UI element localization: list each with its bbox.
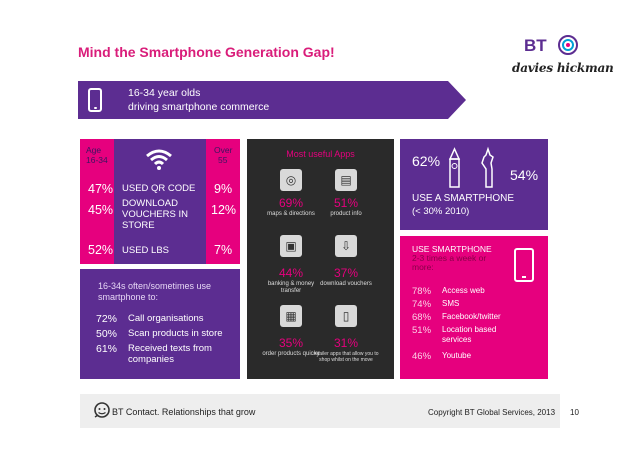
usage-row: 74% SMS (412, 299, 459, 310)
download-icon: ⇩ (335, 235, 357, 257)
app-pct: 44% (278, 266, 304, 280)
usage-heading: USE SMARTPHONE (412, 244, 492, 254)
lbs-old-value: 7% (214, 243, 233, 257)
app-desc: download vouchers (320, 281, 372, 287)
usage-text: Facebook/twitter (442, 312, 501, 321)
banner-line-1: 16-34 year olds (128, 87, 201, 99)
app-desc: order products quicky (262, 351, 320, 357)
age-label: Age (86, 145, 102, 155)
over-age: 55 (218, 155, 228, 165)
money-icon: ▣ (280, 235, 302, 257)
bt-logo: BT (524, 34, 580, 56)
phone-app-icon: ▯ (335, 305, 357, 327)
age-range: 16-34 (86, 155, 108, 165)
page-title: Mind the Smartphone Generation Gap! (78, 44, 335, 60)
davies-hickman-logo: davies hickman (512, 61, 614, 75)
voucher-label: DOWNLOAD VOUCHERS IN STORE (122, 198, 188, 231)
footer-tagline: BT Contact. Relationships that grow (112, 407, 256, 417)
app-pct: 69% (278, 196, 304, 210)
qr-old-value: 9% (214, 182, 233, 196)
qr-comparison-panel: Age 16-34 Over 55 47% USED QR CODE 9% 45… (80, 139, 240, 264)
usage-text: Youtube (442, 351, 472, 360)
uses-text: Received texts from companies (128, 343, 212, 365)
app-pct: 31% (333, 336, 359, 350)
voucher-young-value: 45% (88, 203, 114, 217)
uses-value: 61% (96, 343, 118, 355)
uses-panel: 16-34s often/sometimes use smartphone to… (80, 269, 240, 379)
usage-row: 46% Youtube (412, 351, 471, 362)
app-pct: 35% (278, 336, 304, 350)
uses-text: Scan products in store (128, 328, 223, 339)
usage-value: 78% (412, 286, 432, 297)
app-desc: product info (330, 211, 362, 217)
use-smartphone-label: USE A SMARTPHONE (412, 193, 515, 204)
banner-text: 16-34 year olds driving smartphone comme… (128, 86, 269, 114)
page-number: 10 (570, 408, 579, 417)
uses-row: 61% Received texts from companies (96, 343, 218, 365)
usage-text: Access web (442, 286, 485, 295)
smartphone-icon (88, 88, 102, 112)
use-smartphone-sub: (< 30% 2010) (412, 206, 470, 217)
uses-heading: 16-34s often/sometimes use smartphone to… (98, 281, 212, 302)
usage-subheading: 2-3 times a week or more: (412, 253, 487, 272)
old-column (206, 139, 240, 264)
old-pct: 54% (510, 167, 539, 183)
lbs-young-value: 52% (88, 243, 114, 257)
over-label: Over (214, 145, 233, 155)
document-icon: ▤ (335, 169, 357, 191)
usage-row: 78% Access web (412, 286, 485, 297)
uses-row: 72% Call organisations (96, 313, 204, 325)
usage-text: Location based services (442, 325, 497, 344)
footer-bar (80, 394, 560, 428)
usage-value: 74% (412, 299, 432, 310)
qr-label: USED QR CODE (122, 183, 196, 194)
app-pct: 51% (333, 196, 359, 210)
footer-copyright: Copyright BT Global Services, 2013 (428, 408, 556, 417)
uses-row: 50% Scan products in store (96, 328, 223, 340)
wifi-icon (146, 149, 172, 170)
uses-value: 50% (96, 328, 118, 340)
usage-text: SMS (442, 299, 460, 308)
usage-panel: USE SMARTPHONE 2-3 times a week or more:… (400, 236, 548, 379)
app-pct: 37% (333, 266, 359, 280)
usage-value: 46% (412, 351, 432, 362)
bt-logo-text: BT (524, 36, 547, 55)
smartphone-use-panel: 62% 54% USE A SMARTPHONE (< 30% 2010) (400, 139, 548, 230)
uses-value: 72% (96, 313, 118, 325)
apps-heading: Most useful Apps (286, 149, 355, 159)
banner: 16-34 year olds driving smartphone comme… (78, 81, 466, 119)
compass-icon: ◎ (280, 169, 302, 191)
landmarks-icon (448, 146, 494, 188)
uses-text: Call organisations (128, 313, 204, 324)
voucher-old-value: 12% (211, 203, 237, 217)
usage-row: 51% Location based services (412, 325, 512, 345)
app-desc: banking & money transfer (267, 281, 315, 294)
usage-row: 68% Facebook/twitter (412, 312, 501, 323)
qr-young-value: 47% (88, 182, 114, 196)
app-desc: retailer apps that allow you to shop whi… (313, 351, 379, 363)
lbs-label: USED LBS (122, 245, 169, 256)
apps-panel: Most useful Apps ◎ 69% maps & directions… (247, 139, 394, 379)
smartphone-icon (514, 248, 534, 282)
young-column (80, 139, 114, 264)
usage-value: 51% (412, 325, 432, 336)
banner-line-2: driving smartphone commerce (128, 101, 270, 113)
usage-value: 68% (412, 312, 432, 323)
basket-icon: ▦ (280, 305, 302, 327)
young-pct: 62% (412, 153, 441, 169)
app-desc: maps & directions (267, 211, 315, 217)
contact-icon (94, 402, 110, 418)
